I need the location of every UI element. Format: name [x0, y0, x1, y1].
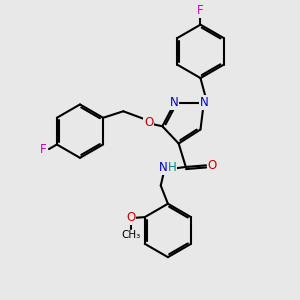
- Text: N: N: [159, 161, 168, 174]
- Text: N: N: [200, 96, 208, 109]
- Text: H: H: [168, 161, 177, 174]
- Text: F: F: [197, 4, 204, 17]
- Text: CH₃: CH₃: [122, 230, 141, 240]
- Text: O: O: [207, 159, 217, 172]
- Text: O: O: [144, 116, 153, 129]
- Text: O: O: [127, 211, 136, 224]
- Text: N: N: [170, 96, 178, 109]
- Text: F: F: [40, 142, 46, 156]
